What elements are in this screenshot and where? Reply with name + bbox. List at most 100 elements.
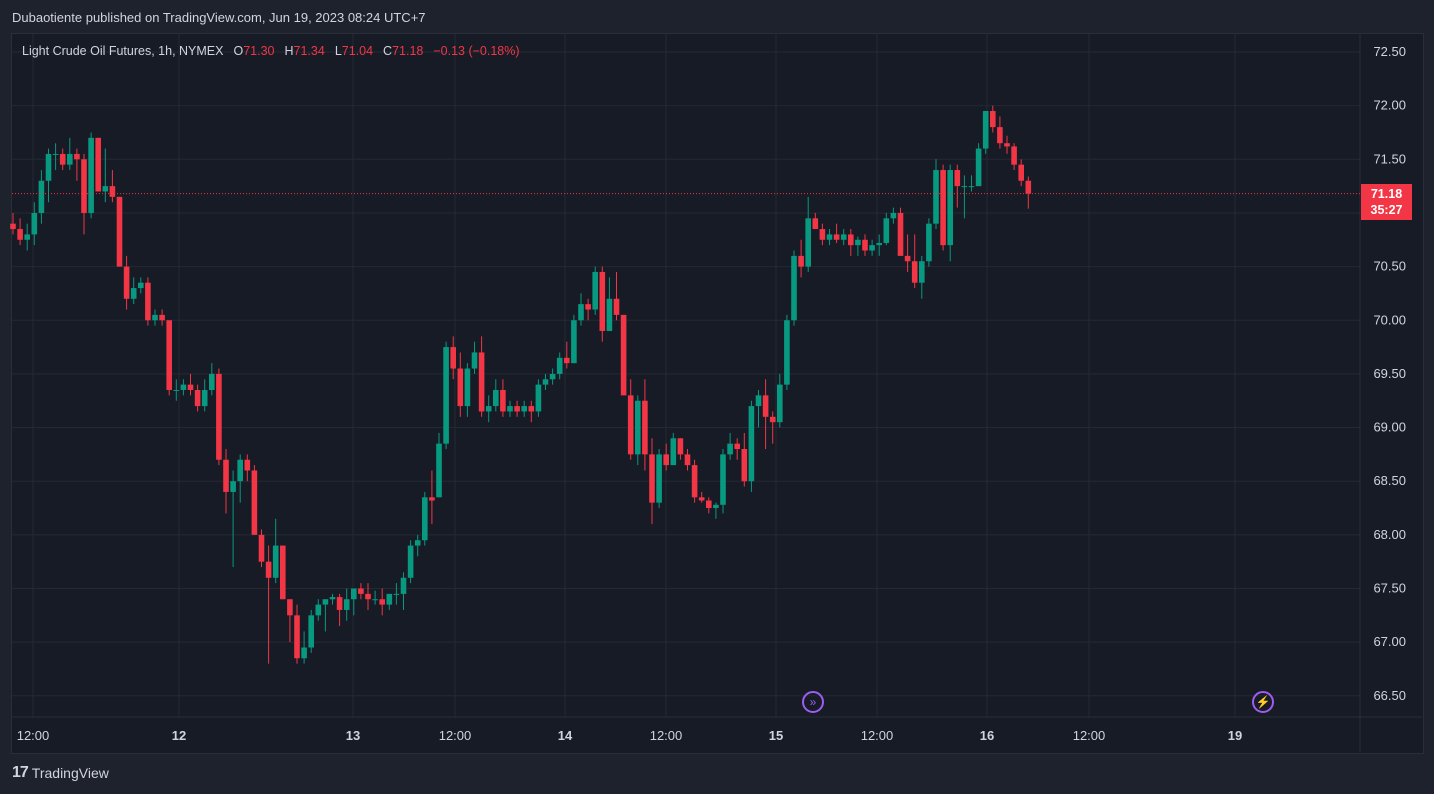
candle-body (620, 314, 627, 396)
candle-body (663, 454, 669, 466)
candle-body (677, 438, 684, 455)
candle-body (152, 314, 158, 321)
candle-body (407, 545, 414, 578)
candle-body (116, 196, 123, 267)
candle-body (258, 534, 265, 562)
candle-body (812, 218, 819, 230)
y-tick-label: 72.00 (1373, 98, 1406, 113)
candle-body (74, 153, 80, 160)
candle-body (855, 239, 861, 246)
candle-body (223, 459, 229, 492)
y-tick-label: 69.50 (1373, 366, 1406, 381)
symbol-title: Light Crude Oil Futures, 1h, NYMEX (22, 44, 224, 58)
candle-body (358, 588, 364, 594)
candle-body (201, 389, 208, 407)
candle-body (265, 561, 272, 578)
candle-body (578, 304, 584, 321)
candle-body (606, 298, 613, 331)
candle-body (24, 234, 30, 240)
tradingview-logo-icon: 17 (12, 764, 29, 781)
candle-body (88, 137, 94, 213)
candle-body (343, 599, 350, 610)
candle-body (564, 357, 570, 364)
candle-body (769, 416, 776, 423)
candle-body (138, 282, 144, 289)
candle-body (819, 229, 826, 240)
candle-body (848, 234, 854, 246)
y-tick-label: 67.50 (1373, 581, 1406, 596)
candle-body (173, 389, 180, 391)
y-tick-label: 71.50 (1373, 151, 1406, 166)
candle-body (556, 357, 563, 374)
candle-body (734, 443, 740, 450)
candle-body (862, 239, 868, 251)
candle-body (414, 540, 421, 546)
candle-body (762, 395, 769, 417)
candle-body (180, 384, 187, 390)
candle-body (280, 545, 286, 600)
candle-body (869, 245, 875, 251)
candle-body (351, 588, 357, 600)
candle-body (549, 373, 556, 380)
candle-body (429, 497, 435, 501)
legend-high-label: H (284, 44, 294, 58)
last-price-value: 71.18 (1370, 187, 1403, 201)
candle-body (478, 352, 485, 412)
candle-body (741, 449, 748, 482)
publisher-line: Dubaotiente published on TradingView.com… (12, 10, 426, 25)
footer-logo-text: TradingView (31, 765, 109, 781)
x-tick-label: 12:00 (1073, 728, 1106, 743)
candle-body (919, 261, 925, 283)
candle-body (130, 288, 137, 299)
candle-body (123, 266, 130, 299)
candle-body (67, 153, 73, 165)
candle-body (500, 389, 506, 412)
candle-body (656, 454, 662, 503)
candle-body (194, 389, 201, 407)
legend-low-value: 71.04 (341, 44, 374, 58)
candle-body (961, 186, 968, 188)
replay-forward-icon[interactable]: » (802, 691, 824, 713)
candle-body (528, 406, 535, 412)
y-tick-label: 70.50 (1373, 259, 1406, 274)
candle-body (904, 255, 911, 262)
lightning-icon[interactable]: ⚡ (1252, 691, 1274, 713)
candle-body (990, 111, 996, 128)
candle-body (31, 212, 38, 235)
candle-body (876, 242, 882, 246)
legend-close-label: C (383, 44, 393, 58)
time-axis: 12:00 12 13 12:00 14 12:00 15 12:00 16 12:00 19 (12, 716, 1422, 743)
candle-body (493, 389, 499, 407)
candle-body (670, 438, 677, 466)
candle-body (216, 373, 222, 460)
candle-body (727, 443, 733, 455)
y-tick-label: 69.00 (1373, 420, 1406, 435)
x-tick-label: 12:00 (861, 728, 894, 743)
candle-body (272, 545, 279, 578)
candle-body (52, 153, 59, 155)
candle-body (968, 186, 975, 188)
candle-body (791, 255, 797, 321)
candle-body (59, 153, 66, 165)
legend-low-label: L (334, 44, 342, 58)
bar-countdown: 35:27 (1370, 203, 1403, 217)
candle-body (485, 406, 492, 412)
x-tick-label: 16 (980, 728, 994, 743)
footer-brand[interactable]: 17 TradingView (12, 764, 109, 782)
candle-body (187, 384, 194, 390)
candle-body (159, 314, 165, 321)
x-tick-label: 12:00 (439, 728, 472, 743)
candle-body (102, 186, 109, 192)
candle-body (315, 604, 322, 616)
legend-open-label: O (233, 44, 244, 58)
candle-body (883, 218, 890, 243)
chart-frame[interactable] (11, 33, 1424, 754)
candle-body (145, 282, 151, 321)
candle-body (826, 234, 833, 240)
y-tick-label: 68.00 (1373, 527, 1406, 542)
candle-body (393, 593, 400, 595)
last-price-tag: 71.18 35:27 (1361, 184, 1412, 220)
candle-body (308, 615, 314, 648)
candle-body (947, 170, 953, 246)
